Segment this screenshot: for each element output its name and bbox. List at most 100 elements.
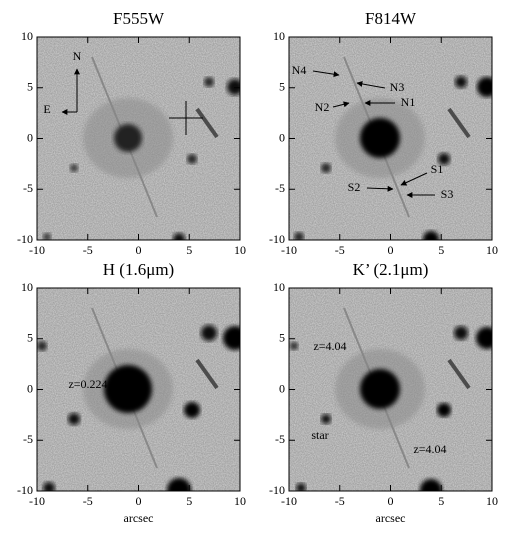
y-tick-label: -10 [269,232,285,246]
source [420,479,442,491]
y-tick-label: -5 [23,432,33,446]
x-tick-label: 0 [388,243,394,257]
arrow [400,172,428,186]
annotation: z=4.04 [413,442,446,456]
source [477,77,492,97]
x-tick-label: 10 [486,494,498,508]
panel-title: F814W [365,9,417,28]
source [184,402,200,418]
source [290,342,298,350]
arrow [312,70,340,78]
x-axis-label: arcsec [376,511,406,525]
source [187,154,197,164]
source [360,369,400,409]
annotation: S2 [348,180,361,194]
y-tick-label: -5 [23,181,33,195]
x-tick-label: 0 [136,494,142,508]
x-tick-label: -5 [335,243,345,257]
panel: -10 -5 0 5 10 -10 -5 0 5 10 F555W N E [17,9,246,257]
x-tick-label: -10 [29,494,45,508]
x-tick-label: 5 [438,494,444,508]
annotation: star [311,428,328,442]
y-tick-label: 5 [279,331,285,345]
source [476,327,492,349]
y-tick-label: 10 [21,280,33,294]
annotation: z=0.224 [68,377,107,391]
annotation: S1 [431,162,444,176]
annotation: N4 [292,63,307,77]
source [68,413,80,425]
source [296,483,306,491]
x-tick-label: 10 [486,243,498,257]
x-tick-label: 5 [186,243,192,257]
y-tick-label: 10 [21,29,33,43]
source [437,403,451,417]
source [173,233,185,240]
source [454,326,468,340]
source [43,482,55,491]
x-axis-label: arcsec [124,511,154,525]
annotation: N [73,49,82,63]
annotation: z=4.04 [313,339,346,353]
y-tick-label: 10 [273,280,285,294]
lensed-arc [195,107,219,139]
source [167,478,191,491]
lensed-arc [195,358,219,390]
lensed-arc [447,358,471,390]
x-tick-label: 10 [234,494,246,508]
annotation: N3 [390,80,405,94]
source [423,231,439,240]
y-tick-label: -10 [17,483,33,497]
source [321,414,331,424]
source [104,365,152,413]
source [70,164,78,172]
panel-image [37,288,240,491]
source [321,163,331,173]
y-tick-label: 5 [27,80,33,94]
x-tick-label: 5 [438,243,444,257]
y-tick-label: -10 [269,483,285,497]
annotation: S3 [441,187,454,201]
x-tick-label: 5 [186,494,192,508]
arrow [332,101,350,108]
panel-image [289,37,492,240]
source [294,232,304,240]
panel-title: K’ (2.1μm) [353,260,429,279]
x-tick-label: -10 [281,494,297,508]
y-tick-label: -5 [275,432,285,446]
x-tick-label: -5 [83,243,93,257]
annotation: N2 [315,100,330,114]
source [360,118,400,158]
x-tick-label: -5 [335,494,345,508]
x-tick-label: 0 [388,494,394,508]
source [438,153,450,165]
y-tick-label: 5 [27,331,33,345]
panel: -10 -5 0 5 10 -10 -5 0 5 10 F814W N4 N3 N2 N1 S1 S2 S3 [269,9,498,257]
source [455,76,467,88]
panel: -10 -5 0 5 10 -10 -5 0 5 10 K’ (2.1μm) arcsec z=4.04… [269,260,498,525]
y-tick-label: 10 [273,29,285,43]
arrow [356,80,386,89]
y-tick-label: 0 [27,381,33,395]
source [43,233,51,240]
y-tick-label: 0 [279,130,285,144]
x-tick-label: -10 [281,243,297,257]
x-tick-label: 10 [234,243,246,257]
panel-image [289,288,492,491]
x-tick-label: -5 [83,494,93,508]
annotation: E [43,102,50,116]
source [223,326,240,350]
source [204,77,214,87]
arrow [366,185,394,192]
y-tick-label: 5 [279,80,285,94]
y-tick-label: 0 [27,130,33,144]
panel: -10 -5 0 5 10 -10 -5 0 5 10 H (1.6μm) arcsec z=0.224 [17,260,246,525]
x-tick-label: -10 [29,243,45,257]
source [37,341,47,351]
panel-title: F555W [113,9,165,28]
panel-image [37,37,240,240]
x-tick-label: 0 [136,243,142,257]
source [227,79,240,95]
lensed-arc [447,107,471,139]
